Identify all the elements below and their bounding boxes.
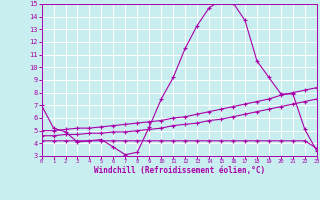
X-axis label: Windchill (Refroidissement éolien,°C): Windchill (Refroidissement éolien,°C) [94, 166, 265, 175]
